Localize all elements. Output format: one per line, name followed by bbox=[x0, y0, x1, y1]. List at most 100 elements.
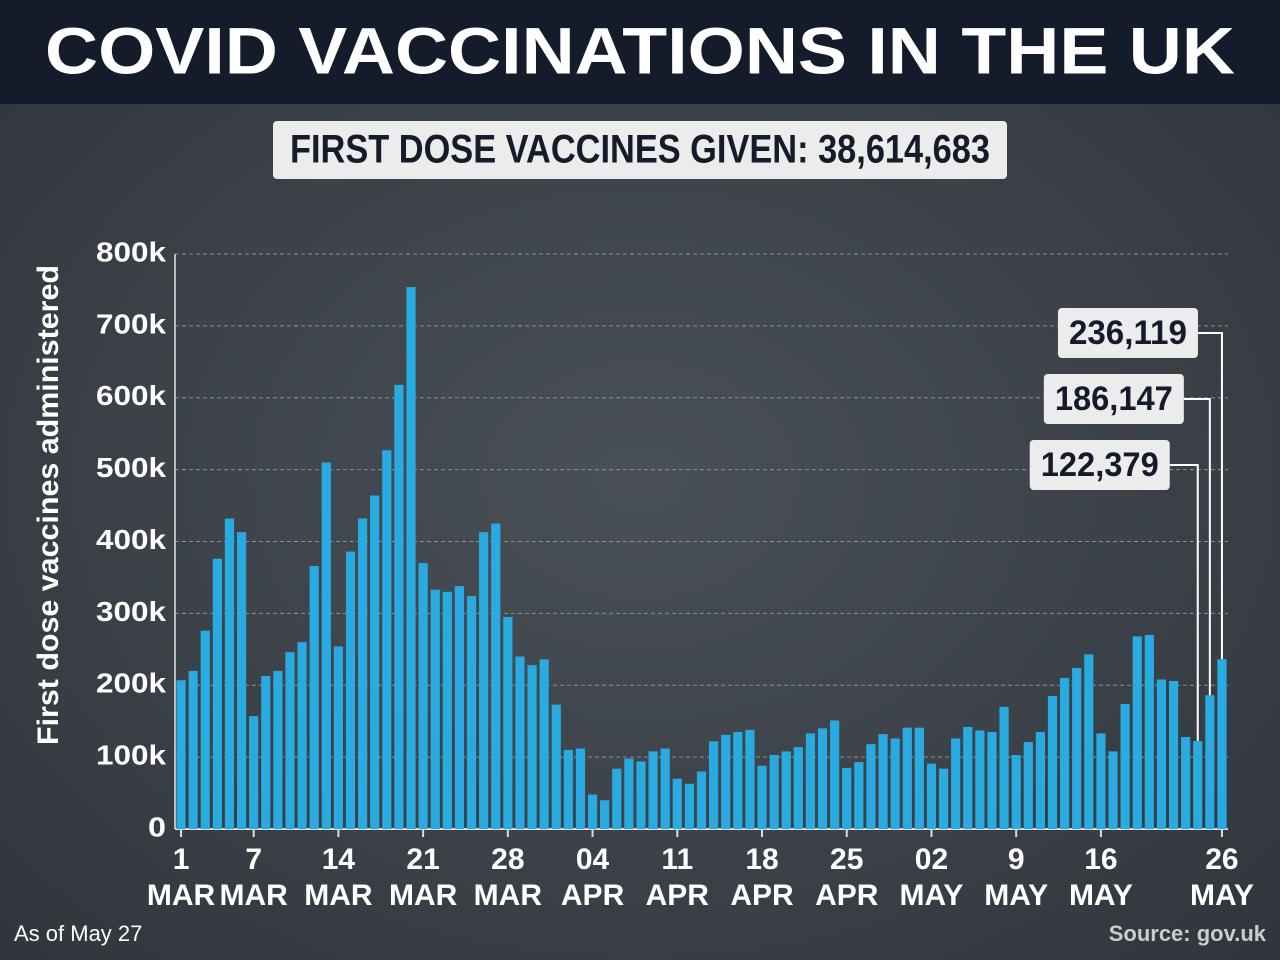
bar bbox=[587, 794, 598, 829]
bar bbox=[406, 287, 416, 829]
bar bbox=[1156, 679, 1167, 829]
x-tick-label-line: 16 bbox=[1084, 843, 1117, 876]
bar bbox=[345, 551, 356, 829]
x-tick-label-line: APR bbox=[730, 879, 794, 912]
bar bbox=[200, 630, 210, 829]
x-tick-label: 16 MAY bbox=[1069, 843, 1133, 912]
bar bbox=[1217, 659, 1227, 829]
bar bbox=[1144, 634, 1154, 829]
x-tick-label-line: MAR bbox=[389, 879, 458, 912]
source: Source: gov.uk bbox=[1109, 921, 1267, 946]
bar bbox=[515, 656, 525, 829]
bar bbox=[188, 670, 198, 829]
x-tick-label: 7 MAR bbox=[220, 843, 289, 912]
bar bbox=[479, 532, 489, 829]
bar bbox=[503, 616, 513, 829]
x-tick-label: 28 MAR bbox=[474, 843, 543, 912]
bar bbox=[309, 565, 319, 829]
x-tick-label-line: 18 bbox=[745, 843, 778, 876]
x-tick-label-line: MAY bbox=[900, 879, 964, 912]
bar bbox=[672, 778, 682, 829]
bar bbox=[176, 680, 186, 829]
y-tick-label: 100k bbox=[96, 740, 166, 771]
y-tick-label: 700k bbox=[96, 308, 166, 339]
x-tick-label-line: 1 bbox=[173, 843, 190, 876]
bar bbox=[539, 659, 549, 829]
bar bbox=[648, 751, 658, 829]
x-tick-label-line: 11 bbox=[661, 843, 693, 876]
x-tick-label: 1 MAR bbox=[147, 843, 216, 912]
bar bbox=[733, 731, 743, 829]
x-tick-label-line: 25 bbox=[830, 843, 863, 876]
x-tick-label-line: MAR bbox=[220, 879, 289, 912]
bar bbox=[721, 734, 731, 829]
label-box bbox=[1057, 308, 1198, 358]
x-tick-label-line: APR bbox=[646, 879, 710, 912]
bar bbox=[1035, 731, 1045, 829]
bar bbox=[236, 532, 247, 829]
x-tick-label-line: APR bbox=[815, 879, 879, 912]
bar bbox=[273, 670, 283, 829]
bar bbox=[999, 706, 1009, 829]
leader-line bbox=[1169, 464, 1199, 742]
x-tick-label-line: MAY bbox=[1190, 879, 1254, 912]
bar bbox=[527, 665, 537, 829]
title-banner bbox=[0, 0, 1280, 104]
value-label: 186,147 bbox=[1055, 380, 1173, 418]
bar bbox=[854, 762, 864, 829]
bar bbox=[212, 558, 222, 829]
x-tick-label-line: 14 bbox=[322, 843, 356, 876]
bar bbox=[491, 523, 501, 829]
x-tick-label: 25 APR bbox=[815, 843, 879, 912]
x-tick-label-line: 9 bbox=[1008, 843, 1025, 876]
bar bbox=[600, 800, 610, 829]
bar bbox=[636, 761, 646, 829]
bar bbox=[1193, 741, 1203, 829]
bar bbox=[696, 771, 707, 829]
x-tick-label: 04 APR bbox=[561, 843, 625, 912]
bar bbox=[612, 768, 622, 829]
x-tick-label: 02 MAY bbox=[900, 843, 964, 912]
bar bbox=[370, 495, 380, 829]
x-tick-label: 26 MAY bbox=[1190, 843, 1254, 912]
bar bbox=[1181, 737, 1191, 829]
bar bbox=[757, 765, 767, 829]
bar bbox=[781, 751, 791, 829]
bar bbox=[951, 738, 961, 829]
bar bbox=[1108, 751, 1118, 829]
x-tick-label-line: MAY bbox=[1069, 879, 1133, 912]
bar bbox=[297, 642, 307, 829]
bar bbox=[575, 748, 586, 829]
x-tick-label-line: 04 bbox=[576, 843, 610, 876]
bar bbox=[321, 462, 331, 829]
bar bbox=[333, 646, 343, 829]
x-tick-label-line: 02 bbox=[915, 843, 948, 876]
x-tick-label-line: 21 bbox=[406, 843, 439, 876]
y-tick-label: 600k bbox=[96, 380, 166, 411]
value-label: 122,379 bbox=[1041, 446, 1159, 484]
subtitle-box bbox=[273, 121, 1007, 179]
x-tick-label: 21 MAR bbox=[389, 843, 458, 912]
bar bbox=[358, 518, 368, 829]
bar bbox=[1060, 678, 1070, 829]
x-tick-label-line: APR bbox=[561, 879, 625, 912]
bar bbox=[1096, 733, 1106, 829]
bar bbox=[975, 730, 985, 829]
note: As of May 27 bbox=[14, 921, 142, 946]
bar bbox=[684, 783, 694, 829]
bar bbox=[1047, 696, 1058, 829]
bar bbox=[660, 748, 670, 829]
bar bbox=[430, 589, 440, 829]
x-tick-label-line: 7 bbox=[245, 843, 262, 876]
bar bbox=[830, 720, 840, 829]
bar bbox=[1072, 668, 1082, 829]
bar bbox=[285, 652, 295, 829]
bar bbox=[1132, 636, 1142, 829]
x-tick-label-line: 28 bbox=[491, 843, 524, 876]
x-tick-label: 18 APR bbox=[730, 843, 794, 912]
y-tick-label: 800k bbox=[96, 236, 166, 267]
bar bbox=[926, 763, 937, 829]
bar bbox=[805, 733, 816, 829]
x-tick-label: 11 APR bbox=[646, 843, 710, 912]
